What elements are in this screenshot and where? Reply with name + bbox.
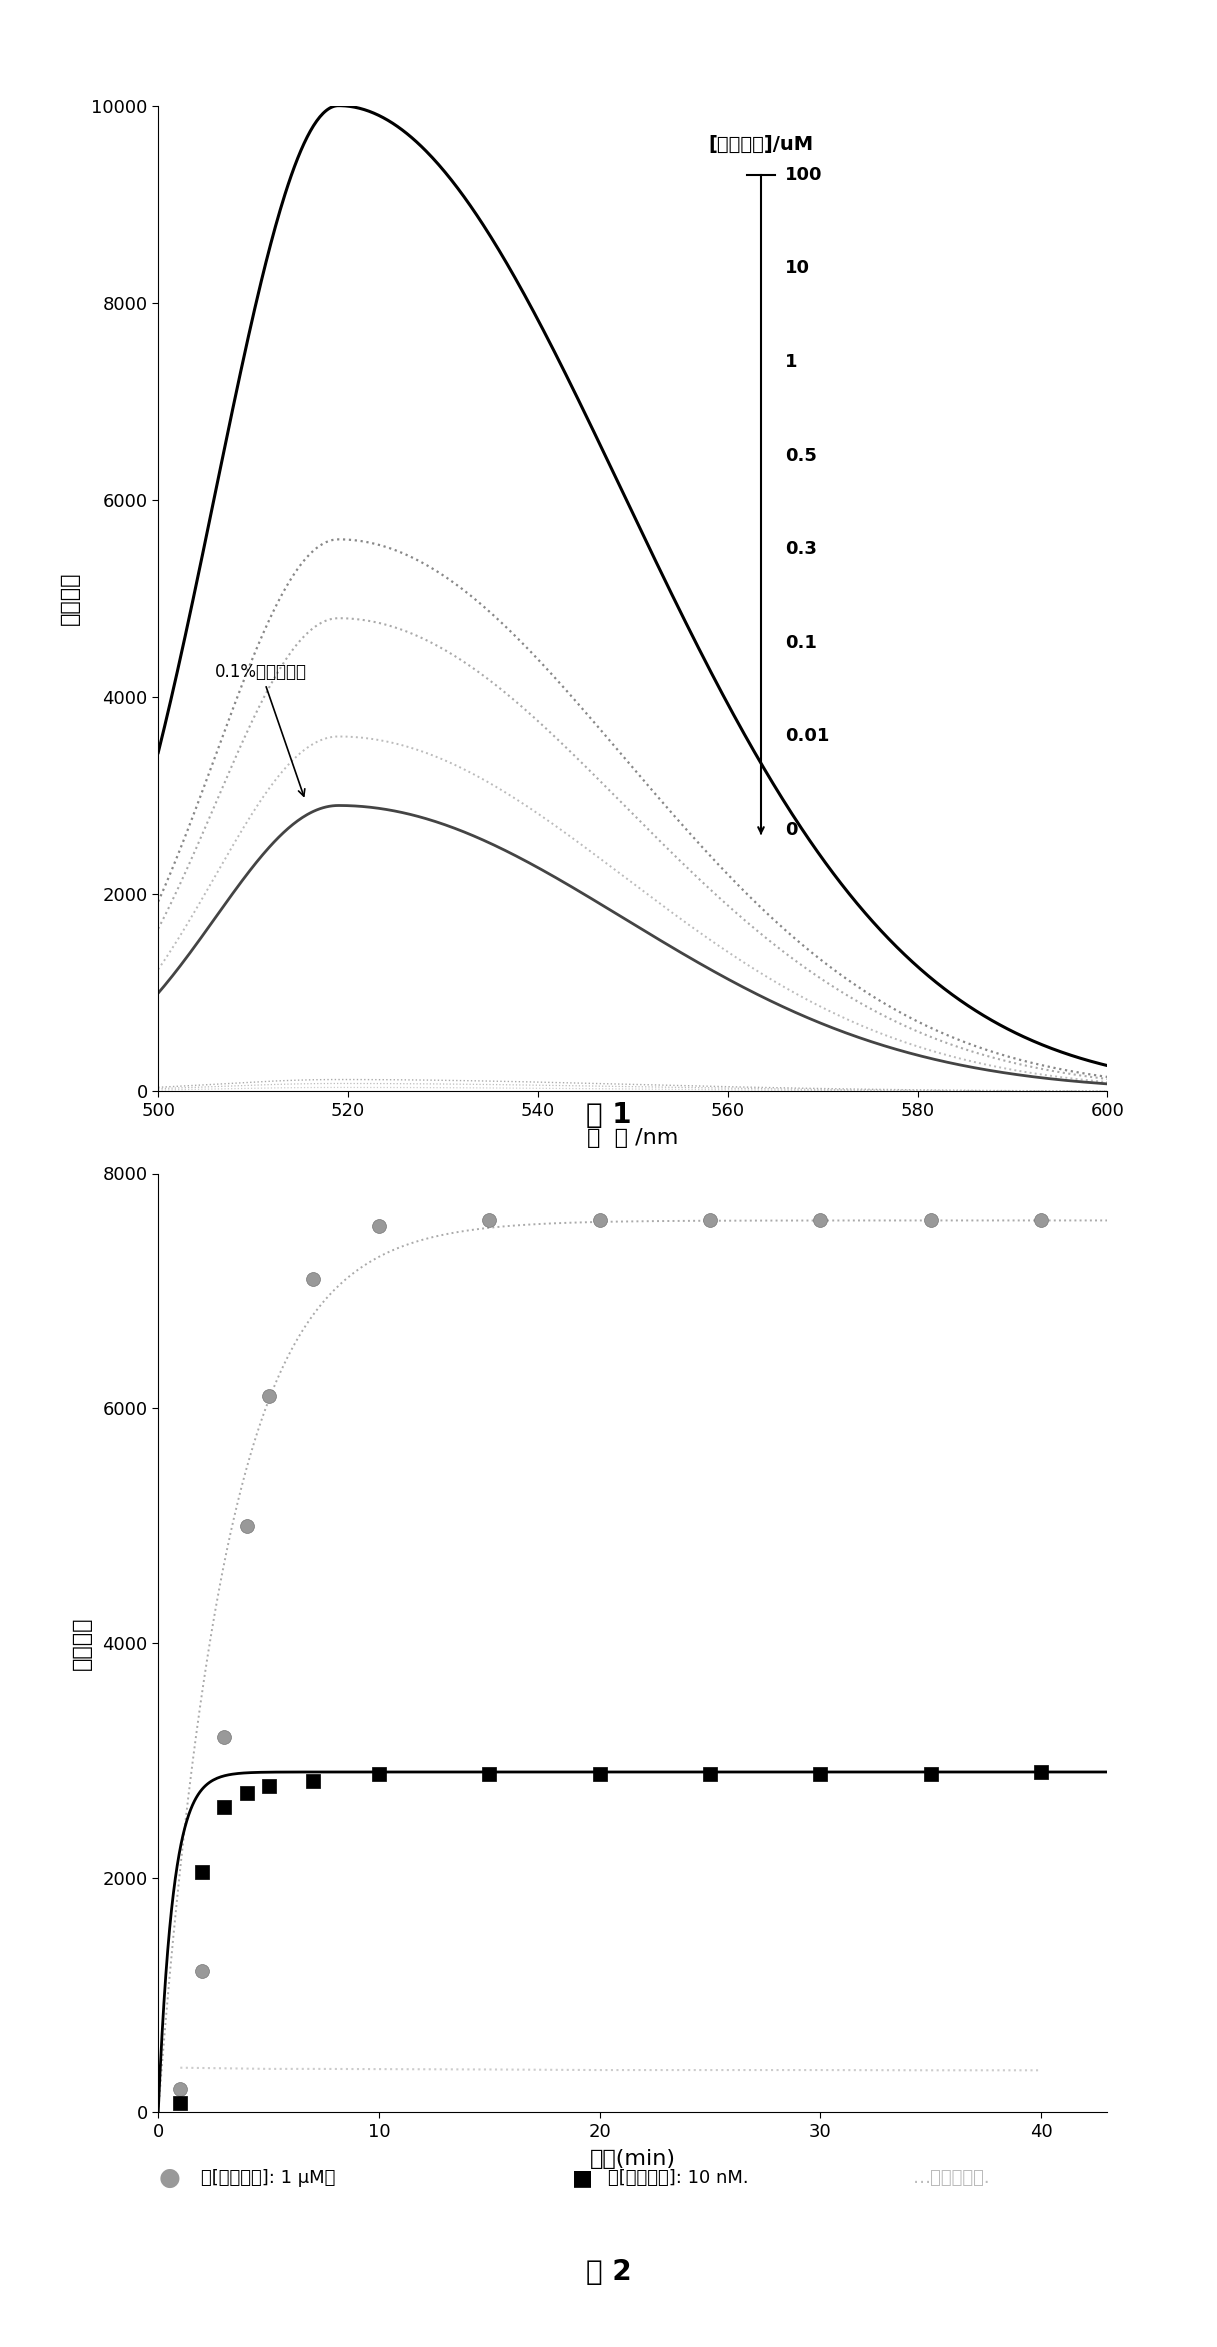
Point (259, 1767, 279, 1805)
Point (590, 1202, 610, 1239)
Text: 0.01: 0.01 (785, 728, 829, 746)
Text: ■: ■ (572, 2169, 593, 2187)
Point (170, 2084, 190, 2122)
Point (700, 1756, 719, 1793)
Y-axis label: 荧光强度: 荧光强度 (61, 573, 80, 624)
Point (214, 1718, 234, 1756)
Point (921, 1202, 941, 1239)
Point (237, 1507, 257, 1544)
Text: 图 2: 图 2 (585, 2258, 632, 2286)
Point (369, 1756, 388, 1793)
Point (590, 1756, 610, 1793)
Point (303, 1763, 323, 1800)
Text: …：空白信号.: …：空白信号. (913, 2169, 991, 2187)
Point (259, 1378, 279, 1415)
Point (369, 1209, 388, 1246)
Point (811, 1202, 830, 1239)
Point (700, 1202, 719, 1239)
Point (1032, 1202, 1051, 1239)
Text: 10: 10 (785, 258, 809, 277)
Point (479, 1202, 499, 1239)
Point (192, 1854, 212, 1892)
Text: [羟自由基]/uM: [羟自由基]/uM (708, 136, 814, 155)
Text: 0: 0 (785, 821, 797, 840)
Text: 0.1: 0.1 (785, 634, 817, 652)
Y-axis label: 荧光强度: 荧光强度 (72, 1617, 91, 1669)
Point (303, 1260, 323, 1298)
Text: 0.1%二甲基亚碎: 0.1%二甲基亚碎 (215, 664, 307, 796)
Point (479, 1756, 499, 1793)
Point (192, 1953, 212, 1990)
Text: 1: 1 (785, 352, 797, 371)
Text: 100: 100 (785, 167, 823, 183)
Point (214, 1788, 234, 1826)
Text: 图 1: 图 1 (585, 1101, 632, 1129)
Text: 0.5: 0.5 (785, 446, 817, 465)
Point (170, 2070, 190, 2108)
Point (811, 1756, 830, 1793)
Text: 0.3: 0.3 (785, 540, 817, 559)
Point (237, 1774, 257, 1812)
Point (1032, 1753, 1051, 1791)
Point (921, 1756, 941, 1793)
X-axis label: 波  长 /nm: 波 长 /nm (587, 1129, 679, 1148)
Text: ：[羟自由基]: 1 μM；: ：[羟自由基]: 1 μM； (201, 2169, 335, 2187)
Text: ：[羟自由基]: 10 nM.: ：[羟自由基]: 10 nM. (608, 2169, 750, 2187)
Text: ●: ● (158, 2166, 180, 2190)
X-axis label: 时间(min): 时间(min) (590, 2150, 675, 2169)
